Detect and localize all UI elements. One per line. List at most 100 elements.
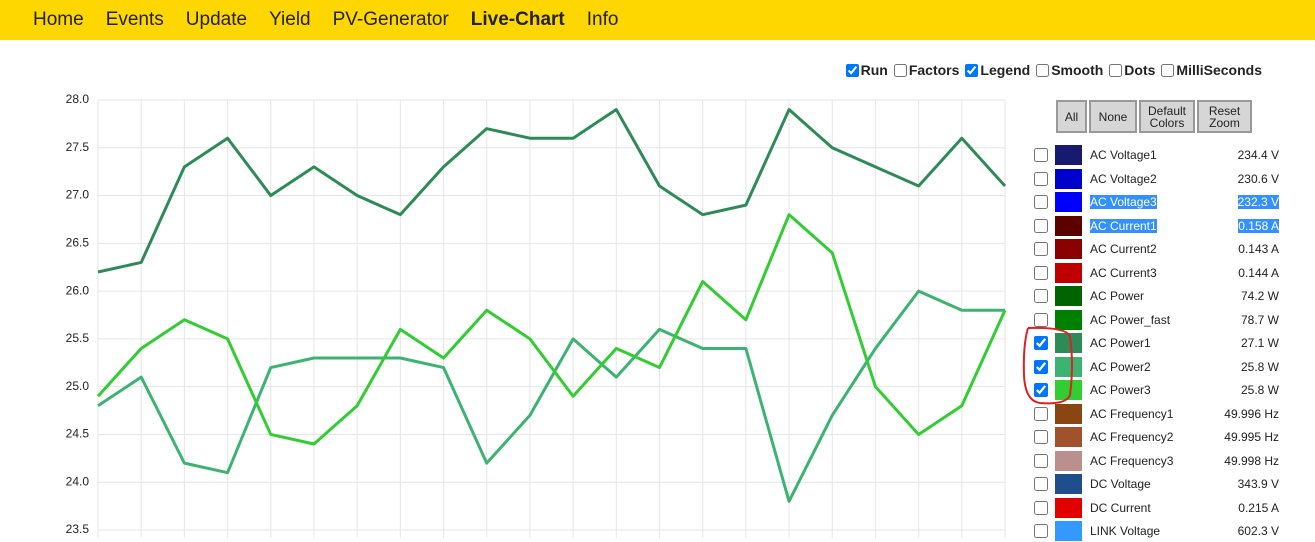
legend-label: AC Frequency3 <box>1090 453 1174 468</box>
nav-link[interactable]: Live-Chart <box>470 9 565 30</box>
legend-checkbox[interactable] <box>1034 289 1048 303</box>
legend-checkbox[interactable] <box>1034 336 1048 350</box>
option-label: Dots <box>1124 62 1156 78</box>
legend-row: AC Current2 0.143 A <box>1034 238 1279 260</box>
legend-row: DC Current 0.215 A <box>1034 497 1279 519</box>
legend-checkbox[interactable] <box>1034 406 1048 421</box>
option: Dots <box>1109 62 1155 78</box>
y-tick-label: 26.0 <box>66 283 90 297</box>
legend-label: AC Frequency1 <box>1090 406 1174 421</box>
legend-checkbox[interactable] <box>1034 383 1048 397</box>
legend-value: 78.7 W <box>1240 312 1279 327</box>
legend-checkbox[interactable] <box>1034 500 1048 515</box>
legend-row: AC Power_fast 78.7 W <box>1034 309 1279 331</box>
option-checkbox[interactable] <box>893 63 907 77</box>
legend-value: 27.1 W <box>1240 336 1279 350</box>
option-checkbox[interactable] <box>1109 63 1123 77</box>
legend-value: 234.4 V <box>1237 148 1279 162</box>
legend-value: 49.996 Hz <box>1224 406 1279 421</box>
legend-swatch[interactable] <box>1055 145 1082 165</box>
legend-checkbox[interactable] <box>1034 430 1048 444</box>
button[interactable]: Default Colors <box>1139 100 1195 133</box>
series-line <box>97 289 1005 503</box>
legend-row: AC Frequency2 49.995 Hz <box>1034 426 1279 448</box>
nav-link[interactable]: Home <box>33 9 84 30</box>
legend-swatch[interactable] <box>1055 380 1082 400</box>
legend-swatch[interactable] <box>1055 215 1082 236</box>
legend-label: AC Power3 <box>1090 383 1151 397</box>
legend-label: AC Power <box>1090 289 1145 303</box>
legend-swatch[interactable] <box>1055 239 1082 259</box>
series-line <box>96 213 1007 446</box>
legend-value: 25.8 W <box>1240 383 1279 397</box>
legend-checkbox[interactable] <box>1034 218 1048 233</box>
nav-link[interactable]: Update <box>185 9 248 30</box>
legend-label: LINK Voltage <box>1090 524 1161 538</box>
nav-link[interactable]: Events <box>105 9 164 30</box>
legend-checkbox[interactable] <box>1034 312 1048 327</box>
annotation-circle <box>1022 326 1073 405</box>
option-checkbox[interactable] <box>1161 63 1175 77</box>
legend-swatch[interactable] <box>1055 262 1082 283</box>
legend-checkbox[interactable] <box>1034 148 1048 162</box>
legend-checkbox[interactable] <box>1034 524 1048 538</box>
legend-checkbox[interactable] <box>1034 171 1048 186</box>
nav-link[interactable]: Info <box>586 9 619 30</box>
legend-checkbox[interactable] <box>1034 477 1048 491</box>
legend-value: 0.158 A <box>1238 218 1279 233</box>
legend-value: 232.3 V <box>1237 195 1279 209</box>
option-label: Run <box>860 62 888 78</box>
nav-bar: Home Events Update Yield PV-Generator Live-Ch… <box>0 0 1315 40</box>
legend-swatch[interactable] <box>1055 427 1082 447</box>
legend-label: AC Current2 <box>1090 242 1157 256</box>
y-tick-label: 24.5 <box>66 427 90 441</box>
buttons: All None Default Colors Reset Zoom <box>1056 100 1254 133</box>
nav-link[interactable]: PV-Generator <box>332 9 449 30</box>
legend-swatch[interactable] <box>1055 450 1082 471</box>
nav-link[interactable]: Yield <box>269 9 311 30</box>
legend-swatch[interactable] <box>1055 356 1082 377</box>
legend-checkbox[interactable] <box>1034 359 1048 374</box>
option: Legend <box>965 62 1030 78</box>
option-label: Legend <box>980 62 1031 78</box>
legend-swatch[interactable] <box>1055 333 1082 353</box>
legend-swatch[interactable] <box>1055 286 1082 306</box>
legend-row: AC Power2 25.8 W <box>1034 356 1279 378</box>
legend-checkbox[interactable] <box>1034 242 1048 256</box>
legend-checkbox[interactable] <box>1034 265 1048 280</box>
option: Factors <box>893 62 960 78</box>
legend-row: AC Voltage2 230.6 V <box>1034 168 1279 190</box>
button[interactable]: None <box>1089 100 1137 133</box>
red-mark <box>1022 326 1073 405</box>
option: Smooth <box>1036 62 1103 78</box>
option-label: Factors <box>908 62 960 78</box>
option-checkbox[interactable] <box>845 63 859 77</box>
legend-row: DC Voltage 343.9 V <box>1034 473 1279 495</box>
selection: AC Voltage3 <box>1090 195 1157 209</box>
legend-label: DC Current <box>1090 500 1151 515</box>
legend-row: AC Voltage1 234.4 V <box>1034 144 1279 166</box>
series-line <box>97 108 1007 274</box>
legend-swatch[interactable] <box>1055 168 1082 189</box>
y-tick-label: 27.0 <box>66 188 90 202</box>
legend-value: 49.998 Hz <box>1224 453 1279 468</box>
legend-row: AC Power 74.2 W <box>1034 285 1279 307</box>
legend-row: AC Current3 0.144 A <box>1034 262 1279 284</box>
legend-checkbox[interactable] <box>1034 453 1048 468</box>
legend-swatch[interactable] <box>1055 192 1082 212</box>
legend-swatch[interactable] <box>1055 521 1082 541</box>
legend-swatch[interactable] <box>1055 474 1082 494</box>
option-label: Smooth <box>1051 62 1104 78</box>
button[interactable]: Reset Zoom <box>1197 100 1252 133</box>
legend-row: AC Frequency1 49.996 Hz <box>1034 403 1279 425</box>
option-checkbox[interactable] <box>1036 63 1050 77</box>
option-checkbox[interactable] <box>965 63 979 77</box>
button[interactable]: All <box>1056 100 1087 133</box>
legend-swatch[interactable] <box>1055 497 1082 518</box>
y-tick-label: 27.5 <box>66 140 90 154</box>
option: Run <box>845 62 888 78</box>
legend-swatch[interactable] <box>1055 309 1082 330</box>
legend-checkbox[interactable] <box>1034 195 1048 209</box>
legend-swatch[interactable] <box>1055 403 1082 424</box>
